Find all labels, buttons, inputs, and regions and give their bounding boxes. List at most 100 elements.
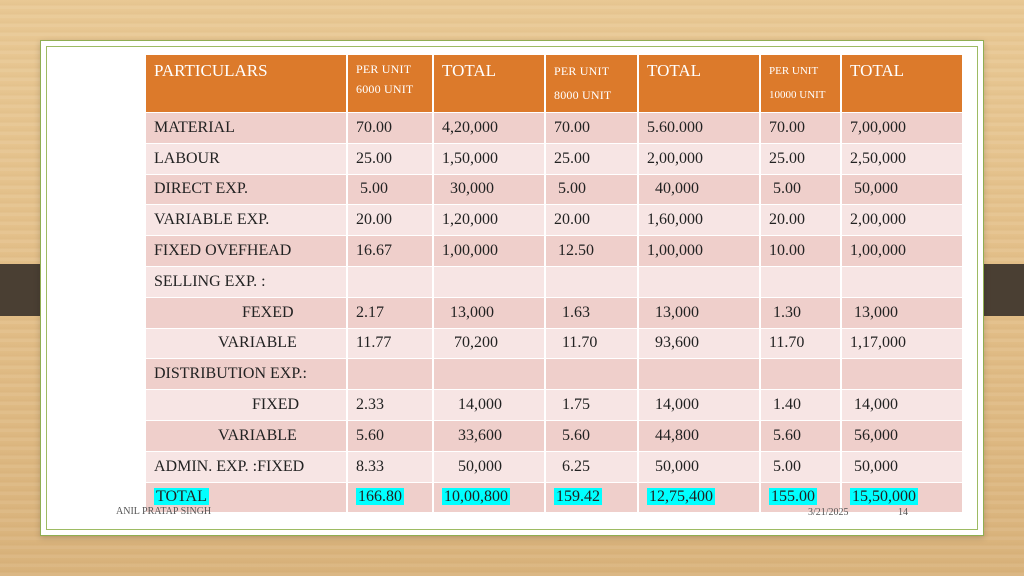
table-row: DIRECT EXP. 5.00 30,000 5.00 40,000 5.00… [146, 174, 964, 206]
row-value: 25.00 [546, 143, 639, 175]
table-header-row: PARTICULARS PER UNIT 6000 UNIT TOTAL PER… [146, 55, 964, 113]
row-value: 1.63 [546, 297, 639, 329]
row-label: FIXED [146, 390, 348, 421]
header-total-6000: TOTAL [434, 55, 546, 113]
footer-page-number: 14 [898, 507, 908, 518]
row-label: ADMIN. EXP. :FIXED [146, 451, 348, 483]
table-row: DISTRIBUTION EXP.: [146, 359, 964, 391]
row-value [761, 359, 842, 391]
table-row: SELLING EXP. : [146, 266, 964, 298]
row-label: MATERIAL [146, 113, 348, 144]
table-row: FIXED OVEFHEAD 16.67 1,00,000 12.50 1,00,00… [146, 236, 964, 267]
cost-sheet-table: PARTICULARS PER UNIT 6000 UNIT TOTAL PER… [146, 55, 964, 514]
row-value: 2,00,000 [842, 205, 964, 237]
row-value: 7,00,000 [842, 113, 964, 144]
row-value: 14,000 [639, 390, 761, 421]
row-label: FEXED [146, 297, 348, 329]
row-value [639, 359, 761, 391]
row-value: 2.17 [348, 297, 434, 329]
row-value: 159.42 [546, 482, 639, 514]
header-total-8000: TOTAL [639, 55, 761, 113]
row-value: 12.50 [546, 236, 639, 267]
row-value: 50,000 [434, 451, 546, 483]
row-label: VARIABLE EXP. [146, 205, 348, 237]
row-value [842, 359, 964, 391]
footer-author: ANIL PRATAP SINGH [116, 506, 212, 517]
row-value: 2.33 [348, 390, 434, 421]
row-value: 1,17,000 [842, 328, 964, 360]
row-label: DISTRIBUTION EXP.: [146, 359, 348, 391]
table-row: FIXED 2.33 14,000 1.75 14,000 1.40 14,000 [146, 390, 964, 421]
table-row: MATERIAL 70.00 4,20,000 70.00 5.60.000 70.00 7… [146, 113, 964, 144]
row-value: 1.30 [761, 297, 842, 329]
row-value: 13,000 [434, 297, 546, 329]
row-value: 155.00 [761, 482, 842, 514]
row-value: 20.00 [761, 205, 842, 237]
header-particulars: PARTICULARS [146, 55, 348, 113]
row-value: 12,75,400 [639, 482, 761, 514]
header-per-unit-10000: PER UNIT 10000 UNIT [761, 55, 842, 113]
row-value: 40,000 [639, 174, 761, 206]
footer-date: 3/21/2025 [808, 507, 849, 518]
row-label: TOTAL [146, 482, 348, 514]
table-row: LABOUR 25.00 1,50,000 25.00 2,00,000 25.00 2,5… [146, 143, 964, 175]
row-value: 5.00 [761, 174, 842, 206]
table-row: ADMIN. EXP. :FIXED 8.33 50,000 6.25 50,00… [146, 451, 964, 483]
row-value: 25.00 [348, 143, 434, 175]
row-value: 1.40 [761, 390, 842, 421]
row-value: 1,00,000 [639, 236, 761, 267]
row-value: 8.33 [348, 451, 434, 483]
row-value: 1,60,000 [639, 205, 761, 237]
row-value: 166.80 [348, 482, 434, 514]
row-value: 2,50,000 [842, 143, 964, 175]
row-value [639, 266, 761, 298]
row-value: 50,000 [842, 451, 964, 483]
row-value: 14,000 [842, 390, 964, 421]
row-value: 15,50,000 [842, 482, 964, 514]
row-value: 6.25 [546, 451, 639, 483]
slide-frame [46, 46, 978, 530]
row-value: 1,20,000 [434, 205, 546, 237]
header-total-10000: TOTAL [842, 55, 964, 113]
row-value: 5.60 [348, 420, 434, 452]
header-per-unit-6000: PER UNIT 6000 UNIT [348, 55, 434, 113]
row-label: VARIABLE [146, 420, 348, 452]
row-value: 11.70 [546, 328, 639, 360]
row-value: 93,600 [639, 328, 761, 360]
row-value: 20.00 [546, 205, 639, 237]
row-value: 5.60.000 [639, 113, 761, 144]
row-value: 5.00 [546, 174, 639, 206]
row-value: 2,00,000 [639, 143, 761, 175]
row-value: 11.70 [761, 328, 842, 360]
row-value [434, 266, 546, 298]
row-value: 50,000 [639, 451, 761, 483]
row-value [761, 266, 842, 298]
row-value: 70.00 [546, 113, 639, 144]
row-value: 25.00 [761, 143, 842, 175]
row-value [348, 266, 434, 298]
row-value: 70.00 [348, 113, 434, 144]
row-value: 44,800 [639, 420, 761, 452]
row-value: 1,50,000 [434, 143, 546, 175]
table-row: VARIABLE 11.77 70,200 11.70 93,600 11.70 1,… [146, 328, 964, 360]
row-value [546, 266, 639, 298]
row-value [434, 359, 546, 391]
row-label: SELLING EXP. : [146, 266, 348, 298]
row-value: 11.77 [348, 328, 434, 360]
row-label: VARIABLE [146, 328, 348, 360]
row-value: 5.00 [348, 174, 434, 206]
row-value: 10.00 [761, 236, 842, 267]
row-value: 5.60 [546, 420, 639, 452]
row-value [348, 359, 434, 391]
row-value: 56,000 [842, 420, 964, 452]
row-label: LABOUR [146, 143, 348, 175]
row-value: 13,000 [639, 297, 761, 329]
row-value: 1,00,000 [434, 236, 546, 267]
row-value: 1,00,000 [842, 236, 964, 267]
row-value: 70,200 [434, 328, 546, 360]
row-value: 16.67 [348, 236, 434, 267]
row-value: 30,000 [434, 174, 546, 206]
row-label: DIRECT EXP. [146, 174, 348, 206]
row-value: 1.75 [546, 390, 639, 421]
row-value [842, 266, 964, 298]
